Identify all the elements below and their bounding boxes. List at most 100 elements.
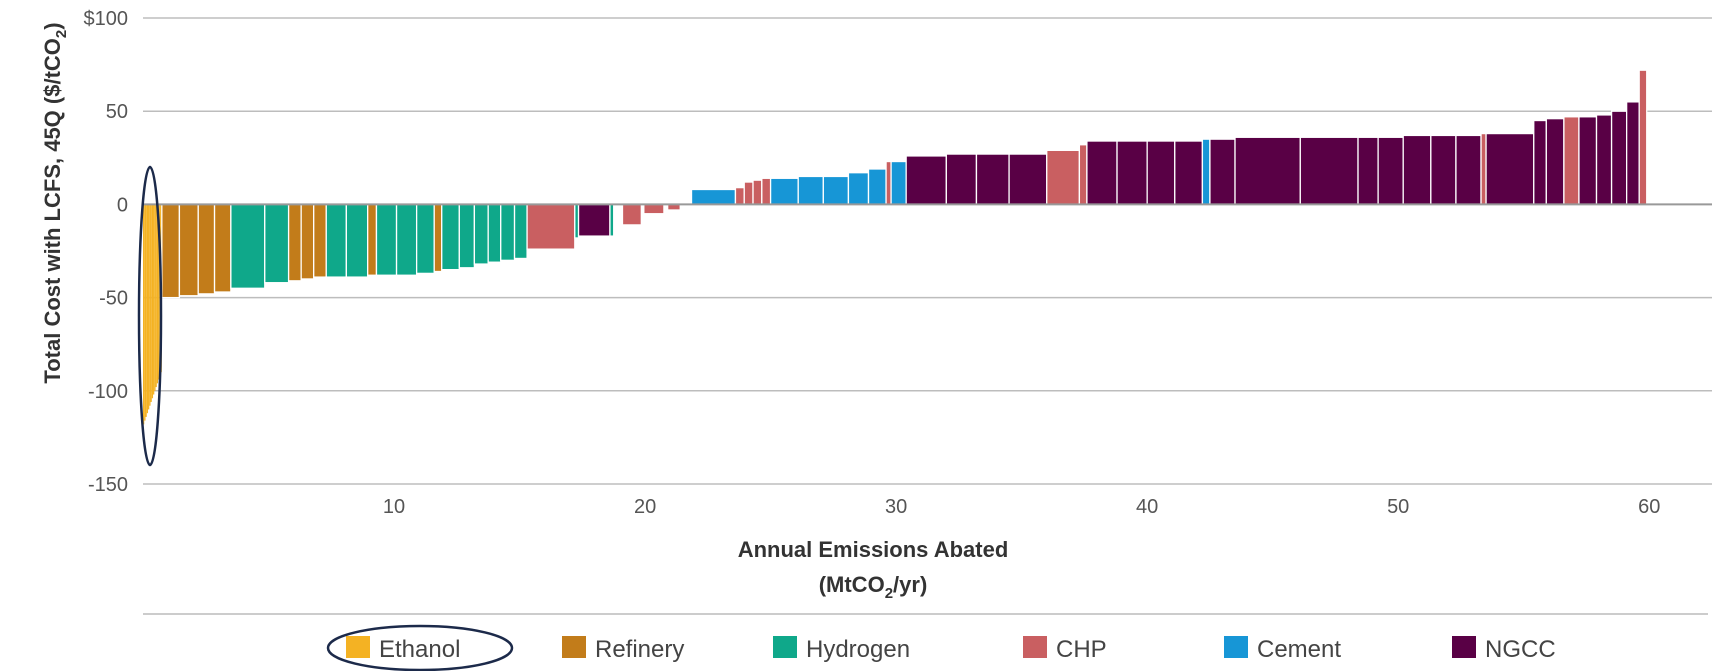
x-axis-ticks: 10 20 30 40 50 60 [383, 496, 1660, 518]
bar-chp [1638, 69, 1648, 206]
bar-ethanol [154, 204, 156, 391]
bar-ethanol [146, 204, 149, 414]
bar-chp [621, 203, 642, 226]
bar-hydrogen [264, 203, 290, 284]
bar-hydrogen [441, 203, 460, 271]
bar-ngcc [1610, 110, 1628, 206]
bar-ngcc [1234, 136, 1301, 206]
bar-refinery [433, 203, 443, 273]
y-tick-label: 0 [117, 194, 128, 216]
bar-cement [769, 177, 799, 206]
bar-ethanol [145, 204, 147, 417]
bar-refinery [300, 203, 315, 280]
bar-chp [643, 203, 665, 215]
x-tick-label: 30 [885, 496, 907, 518]
bar-cement [690, 188, 737, 206]
bar-refinery [178, 203, 199, 297]
bar-cement [1201, 138, 1211, 206]
legend-swatch-cement [1224, 636, 1248, 658]
bar-ngcc [1357, 136, 1379, 206]
bar-ngcc [1578, 116, 1598, 206]
legend-label-ngcc: NGCC [1485, 636, 1556, 663]
bar-ngcc [577, 203, 611, 237]
bar-refinery [287, 203, 302, 282]
bar-hydrogen [513, 203, 528, 260]
bar-ethanol [150, 204, 152, 402]
bar-ethanol [144, 204, 146, 421]
bar-refinery [197, 203, 216, 295]
y-tick-label: -50 [99, 288, 128, 310]
bar-ethanol [143, 204, 145, 425]
bar-ngcc [1533, 119, 1547, 206]
y-axis-ticks: $100 50 0 -50 -100 -150 [84, 8, 129, 496]
bar-cement [797, 175, 824, 206]
legend-label-hydrogen: Hydrogen [806, 636, 910, 663]
y-tick-label: -150 [88, 474, 128, 496]
bar-chp [743, 181, 754, 206]
bars [143, 69, 1648, 425]
bar-ngcc [1402, 134, 1432, 206]
bar-ngcc [975, 153, 1010, 206]
x-tick-label: 60 [1638, 496, 1660, 518]
ethanol-legend-highlight-ellipse [326, 624, 514, 671]
legend-swatch-chp [1023, 636, 1047, 658]
legend-swatch-ethanol [346, 636, 370, 658]
bar-cement [847, 172, 870, 206]
bar-refinery [313, 203, 327, 278]
legend-label-refinery: Refinery [595, 636, 684, 663]
bar-ethanol [158, 204, 160, 380]
legend-label-cement: Cement [1257, 636, 1341, 663]
bar-hydrogen [395, 203, 418, 276]
legend-label-ethanol: Ethanol [379, 636, 460, 663]
bar-chp [761, 177, 772, 206]
bar-hydrogen [345, 203, 369, 278]
bar-ethanol [149, 204, 151, 406]
legend-swatch-hydrogen [773, 636, 797, 658]
bar-ngcc [1209, 138, 1236, 206]
x-tick-label: 50 [1387, 496, 1409, 518]
bar-hydrogen [375, 203, 398, 276]
bar-hydrogen [415, 203, 435, 275]
bar-ngcc [1485, 132, 1535, 206]
bar-cement [890, 160, 907, 206]
bar-ethanol [156, 204, 159, 384]
gridlines [143, 17, 1712, 485]
bar-ngcc [945, 153, 978, 206]
bar-chp [734, 186, 745, 206]
bar-hydrogen [609, 203, 615, 237]
bar-refinery [367, 203, 378, 276]
y-tick-label: $100 [84, 8, 129, 30]
bar-hydrogen [230, 203, 266, 289]
x-tick-label: 20 [634, 496, 656, 518]
bar-refinery [213, 203, 232, 293]
bar-chp [1480, 132, 1487, 206]
bar-ethanol [153, 204, 155, 395]
y-tick-label: -100 [88, 381, 128, 403]
legend-swatch-ngcc [1452, 636, 1476, 658]
bar-hydrogen [487, 203, 502, 263]
bar-ethanol [148, 204, 150, 410]
bar-refinery [161, 203, 181, 299]
ethanol-bars-highlight-ellipse [137, 165, 163, 467]
x-axis-title-line2: (MtCO2/yr) [819, 572, 928, 602]
y-axis-title: Total Cost with LCFS, 45Q ($/tCO2) [40, 22, 70, 383]
bar-ngcc [1116, 140, 1148, 206]
bar-hydrogen [473, 203, 489, 265]
legend-label-chp: CHP [1056, 636, 1107, 663]
bar-ngcc [1625, 101, 1640, 206]
bar-ngcc [905, 155, 947, 206]
bar-hydrogen [325, 203, 347, 278]
bar-ethanol [155, 204, 157, 388]
x-tick-label: 40 [1136, 496, 1158, 518]
bar-ngcc [1595, 114, 1613, 206]
bar-ngcc [1377, 136, 1404, 206]
legend: Ethanol Refinery Hydrogen CHP Cement NGCC [346, 636, 1556, 663]
bar-ngcc [1146, 140, 1176, 206]
bar-chp [752, 179, 763, 206]
bar-chp [526, 203, 576, 250]
bar-chp [1046, 149, 1081, 206]
bar-ngcc [1299, 136, 1359, 206]
bar-cement [867, 168, 887, 206]
y-tick-label: 50 [106, 101, 128, 123]
